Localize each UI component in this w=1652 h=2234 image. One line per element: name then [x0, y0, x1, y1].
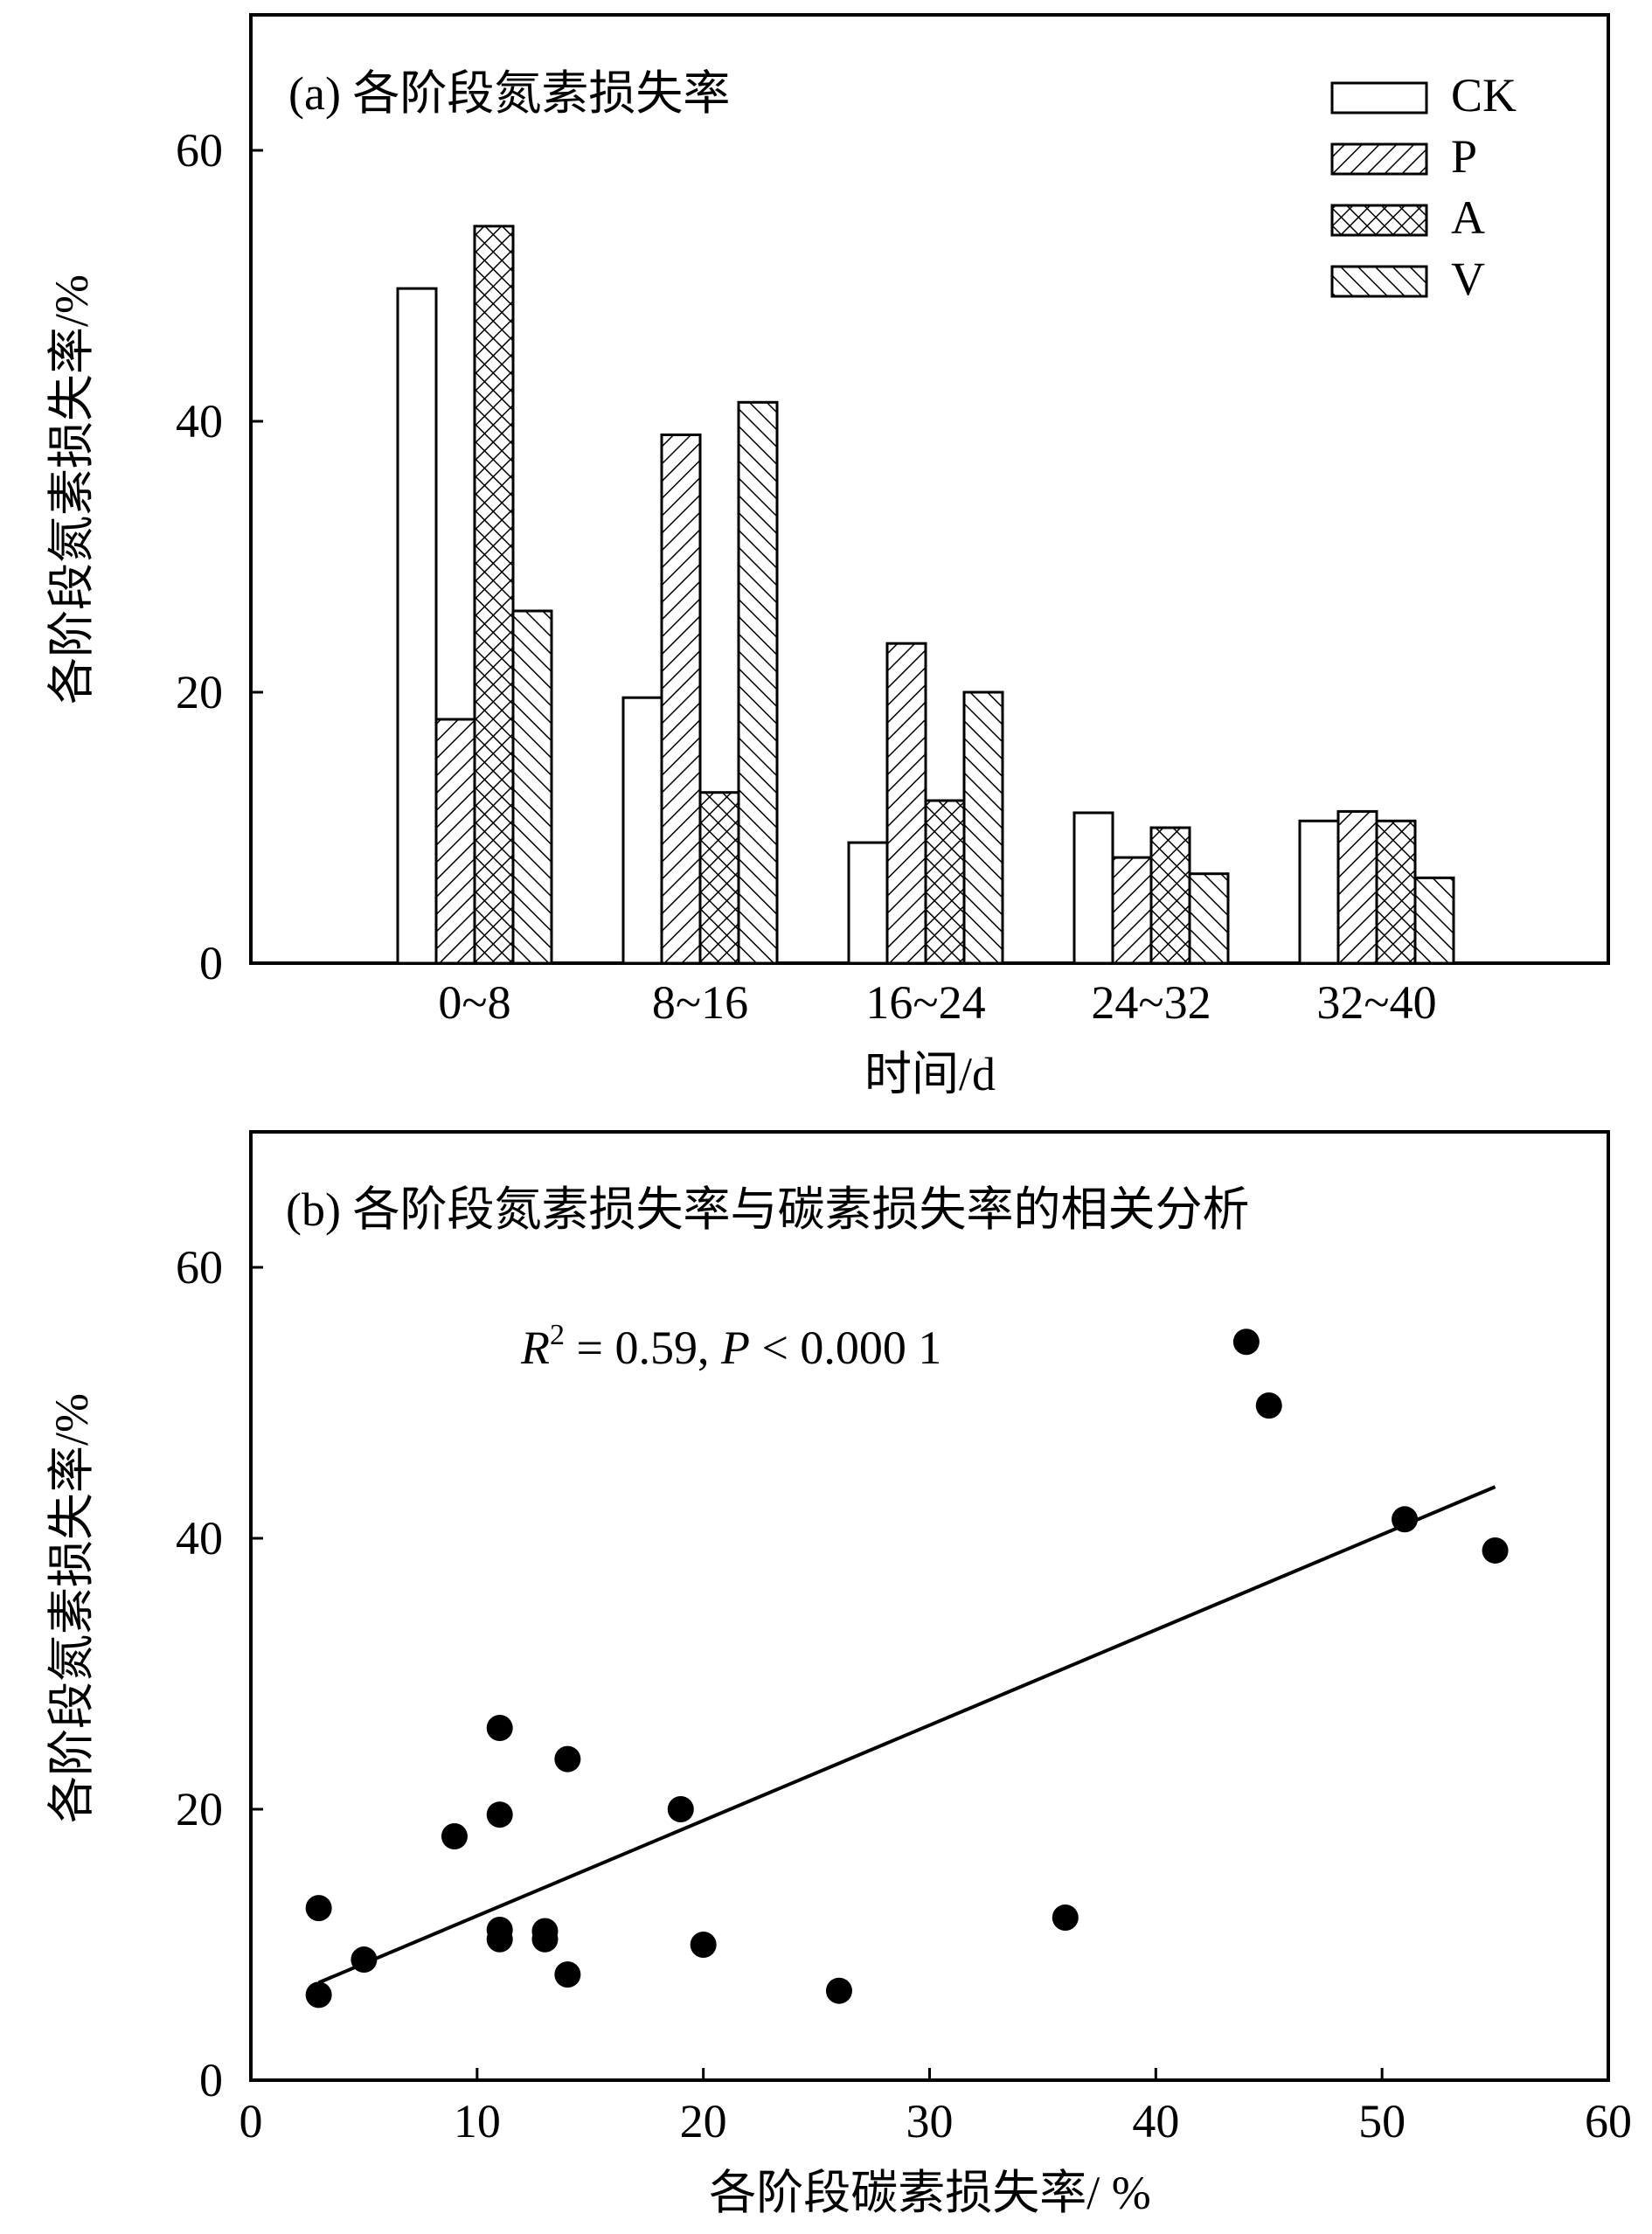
y-tick-label-40: 40	[176, 1512, 223, 1564]
data-point-10	[305, 1895, 332, 1922]
r-value: = 0.59,	[565, 1322, 721, 1374]
r-superscript: 2	[550, 1319, 565, 1351]
legend-swatch-p	[1330, 142, 1428, 176]
y-tick-label-60: 60	[176, 124, 223, 177]
bar-v-32~40	[1413, 876, 1455, 965]
legend-swatch-ck	[1330, 81, 1428, 114]
y-tick-label-60: 60	[176, 1241, 223, 1294]
bar-v-8~16	[737, 400, 779, 965]
bar-v-0~8	[511, 609, 553, 965]
data-point-14	[486, 1925, 513, 1953]
panel-a-legend: CK PAV	[1330, 69, 1517, 305]
panel-a-y-axis-title: 各阶段氮素损失率/%	[45, 274, 98, 704]
p-symbol: P	[720, 1322, 750, 1374]
data-point-15	[531, 1925, 559, 1953]
data-point-7	[486, 1801, 513, 1828]
bar-p-0~8	[434, 718, 476, 965]
legend-label-p: P	[1451, 130, 1477, 183]
data-point-4	[1482, 1537, 1509, 1564]
panel-b-scatter-chart: (b) 各阶段氮素损失率与碳素损失率的相关分析 R2 = 0.59, P < 0…	[45, 1130, 1632, 2219]
x-tick-label-20: 20	[680, 2095, 727, 2147]
x-tick-label-10: 10	[454, 2095, 501, 2147]
x-tick-label-0~8: 0~8	[438, 976, 510, 1029]
bar-a-32~40	[1375, 819, 1417, 965]
bar-a-0~8	[473, 225, 515, 965]
data-point-19	[825, 1977, 852, 2004]
panel-a-bar-chart: (a) 各阶段氮素损失率 0 20 40 60 0~8 8~16 16~24 24~32 32…	[45, 13, 1610, 1100]
x-tick-label-50: 50	[1358, 2095, 1406, 2147]
data-point-1	[1232, 1329, 1260, 1356]
trendline	[317, 1485, 1496, 1985]
bar-ck-16~24	[847, 841, 889, 965]
panel-b-y-axis-title: 各阶段氮素损失率/%	[45, 1393, 98, 1823]
bar-p-32~40	[1336, 809, 1378, 965]
data-point-11	[1052, 1904, 1079, 1931]
x-tick-label-40: 40	[1132, 2095, 1179, 2147]
y-tick-label-0: 0	[199, 2054, 223, 2106]
data-point-18	[554, 1961, 581, 1988]
panel-b-x-ticks: 0 10 20 30 40 50 60	[239, 2068, 1632, 2147]
panel-b-plot-frame	[249, 1130, 1610, 2082]
panel-a-y-ticks: 0 20 40 60	[176, 124, 263, 989]
legend-label-ck: CK	[1451, 69, 1517, 121]
panel-b-points	[305, 1329, 1509, 2009]
panel-a-bars	[396, 225, 1455, 965]
bar-v-16~24	[962, 690, 1004, 965]
x-tick-label-24~32: 24~32	[1091, 976, 1211, 1029]
x-tick-label-32~40: 32~40	[1316, 976, 1436, 1029]
y-tick-label-40: 40	[176, 395, 223, 447]
x-tick-label-8~16: 8~16	[652, 976, 748, 1029]
x-tick-label-30: 30	[906, 2095, 954, 2147]
panel-b-regression-stats: R2 = 0.59, P < 0.000 1	[520, 1319, 941, 1374]
y-tick-label-20: 20	[176, 666, 223, 718]
panel-a-x-ticks: 0~8 8~16 16~24 24~32 32~40	[438, 976, 1436, 1029]
legend-swatch-a	[1330, 204, 1428, 237]
data-point-2	[1255, 1392, 1282, 1419]
legend-swatch-v	[1330, 265, 1428, 298]
bar-a-8~16	[698, 791, 740, 965]
data-point-6	[554, 1745, 581, 1773]
bar-p-24~32	[1111, 856, 1153, 965]
r-symbol: R	[520, 1322, 550, 1374]
data-point-5	[486, 1715, 513, 1741]
bar-ck-24~32	[1072, 811, 1114, 965]
x-tick-label-60: 60	[1585, 2095, 1632, 2147]
panel-b-x-axis-title: 各阶段碳素损失率/ %	[709, 2167, 1151, 2219]
p-value: < 0.000 1	[750, 1322, 941, 1374]
legend-label-v: V	[1451, 253, 1485, 305]
panel-b-trendline-group	[317, 1485, 1496, 1985]
data-point-9	[441, 1823, 468, 1849]
panel-a-title: (a) 各阶段氮素损失率	[288, 67, 730, 120]
panel-a-x-axis-title: 时间/d	[864, 1048, 996, 1100]
panel-b-title: (b) 各阶段氮素损失率与碳素损失率的相关分析	[286, 1183, 1249, 1236]
data-point-8	[667, 1796, 694, 1822]
legend-label-a: A	[1451, 191, 1485, 244]
bar-v-24~32	[1188, 872, 1230, 965]
x-tick-label-0: 0	[239, 2095, 263, 2147]
bar-a-16~24	[924, 799, 966, 965]
bar-ck-8~16	[621, 696, 663, 965]
x-tick-label-16~24: 16~24	[865, 976, 985, 1029]
panel-b-y-ticks: 0 20 40 60	[176, 1241, 263, 2106]
bar-a-24~32	[1149, 826, 1191, 965]
data-point-3	[1392, 1506, 1419, 1533]
y-tick-label-20: 20	[176, 1783, 223, 1835]
data-point-16	[690, 1932, 717, 1958]
bar-ck-32~40	[1298, 819, 1340, 965]
bar-ck-0~8	[396, 287, 438, 965]
data-point-20	[305, 1981, 332, 2009]
data-point-17	[351, 1946, 378, 1974]
bar-p-8~16	[660, 434, 702, 965]
y-tick-label-0: 0	[199, 937, 223, 989]
bar-p-16~24	[885, 642, 927, 965]
